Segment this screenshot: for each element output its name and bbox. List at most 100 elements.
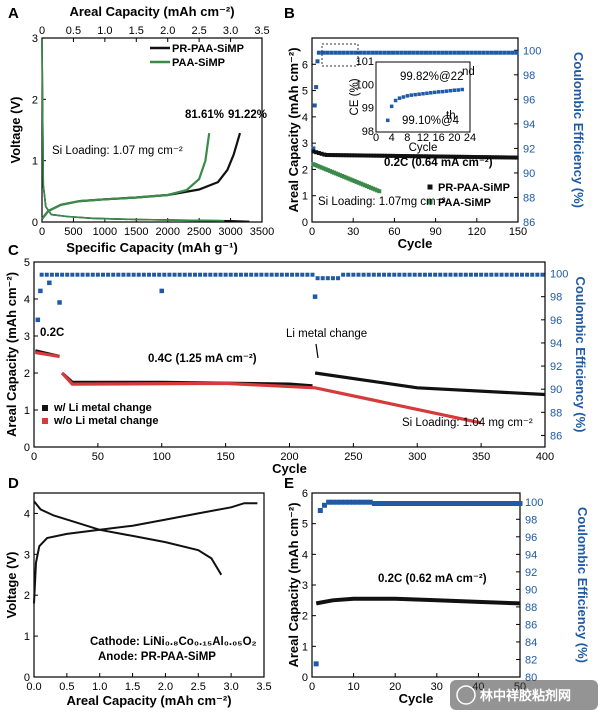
panel-b-cap-prpaa-point <box>322 152 327 157</box>
panel-e-y2-tick-label: 90 <box>525 584 537 596</box>
panel-b-ce-point <box>399 50 404 55</box>
panel-a-x2label: Areal Capacity (mAh cm⁻²) <box>69 4 234 19</box>
panel-e-ce-point <box>455 501 461 507</box>
panel-e-ce-point <box>371 501 377 507</box>
panel-b-y2-tick-label: 96 <box>523 94 535 106</box>
panel-d-line-discharge <box>33 500 223 576</box>
panel-b-ce-point <box>432 50 437 55</box>
panel-b-cap-prpaa-point <box>316 151 321 155</box>
panel-e-frame <box>311 492 521 678</box>
panel-b-x-tick-label: 60 <box>388 226 400 238</box>
panel-b-ce-point <box>489 50 494 55</box>
panel-b-cap-prpaa-point <box>382 153 387 158</box>
panel-b-ce-point <box>370 50 375 55</box>
panel-e-y2-tick-label: 88 <box>525 602 537 614</box>
panel-b-ce-point <box>403 50 408 55</box>
panel-c-ce-outlier <box>35 317 41 323</box>
panel-e-ce-point <box>401 501 407 507</box>
panel-b-ce-point <box>473 50 478 55</box>
panel-c-ce-point <box>198 272 203 277</box>
panel-c-ce-point <box>407 272 412 277</box>
panel-c-ce-point <box>361 272 366 277</box>
panel-b-cap-paa-point <box>377 189 382 194</box>
panel-b-cap-paa-point <box>356 180 361 185</box>
panel-b-cap-paa-point <box>358 181 363 186</box>
panel-b-cap-prpaa-point <box>355 153 360 158</box>
panel-e-ce-point <box>388 501 394 507</box>
panel-c-ce-point <box>448 272 453 277</box>
panel-b-ce-point <box>320 50 325 55</box>
panel-b-cap-prpaa-point <box>503 155 508 160</box>
panel-b-cap-prpaa-point <box>506 155 511 160</box>
panel-b-ce-point <box>316 50 321 55</box>
panel-b-ce-point <box>452 50 457 55</box>
panel-c-ce-point <box>376 272 381 277</box>
panel-b-cap-paa-point <box>371 186 376 191</box>
panel-b-cap-prpaa-point <box>440 154 445 159</box>
panel-c-ce-point <box>310 272 315 277</box>
panel-b-cap-prpaa-point <box>404 154 409 159</box>
panel-b-ce-point <box>415 50 420 55</box>
panel-b-frame <box>311 37 519 223</box>
panel-b-inset-point <box>409 93 413 97</box>
panel-b-inset-x-tick-label: 16 <box>433 132 445 144</box>
panel-letter-b: B <box>284 5 295 22</box>
panel-c-ce-point <box>320 276 325 281</box>
panel-b-x-tick-label: 120 <box>468 226 486 238</box>
panel-e-ce-point <box>351 499 357 505</box>
panel-b-inset-x-tick-label: 8 <box>404 132 410 144</box>
panel-c-ce-point <box>238 272 243 277</box>
panel-e-y-tick-label: 1 <box>302 641 308 653</box>
panel-b-cap-paa-point <box>369 185 374 190</box>
panel-c-y-tick-label: 0 <box>24 442 30 454</box>
panel-b-cap-paa-point <box>323 167 328 172</box>
panel-c-ce-point <box>514 272 519 277</box>
panel-b-cap-prpaa-point <box>498 155 503 160</box>
panel-d-ylabel: Voltage (V) <box>4 552 19 619</box>
panel-b-cap-prpaa-point <box>344 153 349 158</box>
panel-c-x-tick-label: 100 <box>153 451 171 463</box>
panel-b-cap-paa-point <box>350 178 355 183</box>
panel-c-ce-point <box>341 272 346 277</box>
panel-b-inset-y-tick-label: 98 <box>362 126 374 138</box>
panel-b-ce-point <box>349 50 354 55</box>
panel-e-ce-point <box>359 499 365 505</box>
panel-b-ce-point <box>337 50 342 55</box>
panel-b-inset-point <box>386 118 390 123</box>
panel-c-ce-point <box>259 272 264 277</box>
panel-e-xlabel: Cycle <box>399 691 434 706</box>
panel-e-x-tick-label: 0 <box>309 681 315 693</box>
panel-d-y-tick-label: 1 <box>24 631 30 643</box>
panel-b-si-loading: Si Loading: 1.07mg cm⁻² <box>318 196 446 208</box>
panel-e-ce-point <box>509 501 515 507</box>
panel-b-cap-prpaa-point <box>487 155 492 160</box>
panel-b-cap-prpaa-point <box>500 155 505 160</box>
panel-c-arrow <box>315 343 319 359</box>
panel-c-ce-point <box>284 272 289 277</box>
panel-b-ce-point <box>345 50 350 55</box>
panel-b-inset-y-tick-label: 101 <box>356 56 374 68</box>
panel-b-cap-prpaa-point <box>319 151 324 156</box>
panel-b-inset-x-tick-label: 12 <box>417 132 429 144</box>
panel-d-x-tick-label: 1.5 <box>125 681 140 693</box>
panel-e-ce-point <box>313 661 319 667</box>
panel-c-ce-point <box>49 272 54 277</box>
panel-b-cap-paa-point <box>327 168 332 173</box>
panel-a-x2-tick-label: 3.5 <box>254 25 269 37</box>
panel-c-legend-swatch-with <box>42 405 48 411</box>
panel-b-ce-point <box>514 50 519 55</box>
panel-a-label-81: 81.61% <box>185 109 224 121</box>
panel-letter-c: C <box>8 242 19 259</box>
panel-b-cap-prpaa-point <box>415 154 420 159</box>
panel-b-cap-prpaa-point <box>470 154 475 159</box>
panel-c-x-tick-label: 200 <box>280 451 298 463</box>
panel-a-label-91: 91.22% <box>228 109 267 121</box>
panel-c-x-tick-label: 350 <box>472 451 490 463</box>
panel-e-rate-label: 0.2C (0.62 mA cm⁻²) <box>378 573 487 585</box>
panel-c-ce-point <box>233 272 238 277</box>
panel-b-ce-point <box>461 50 466 55</box>
panel-b-cap-paa-point <box>348 177 353 182</box>
panel-b-inset-point <box>405 94 410 98</box>
panel-e-ce-point <box>405 501 411 507</box>
panel-d-anode-label: Anode: PR-PAA-SiMP <box>98 651 216 663</box>
